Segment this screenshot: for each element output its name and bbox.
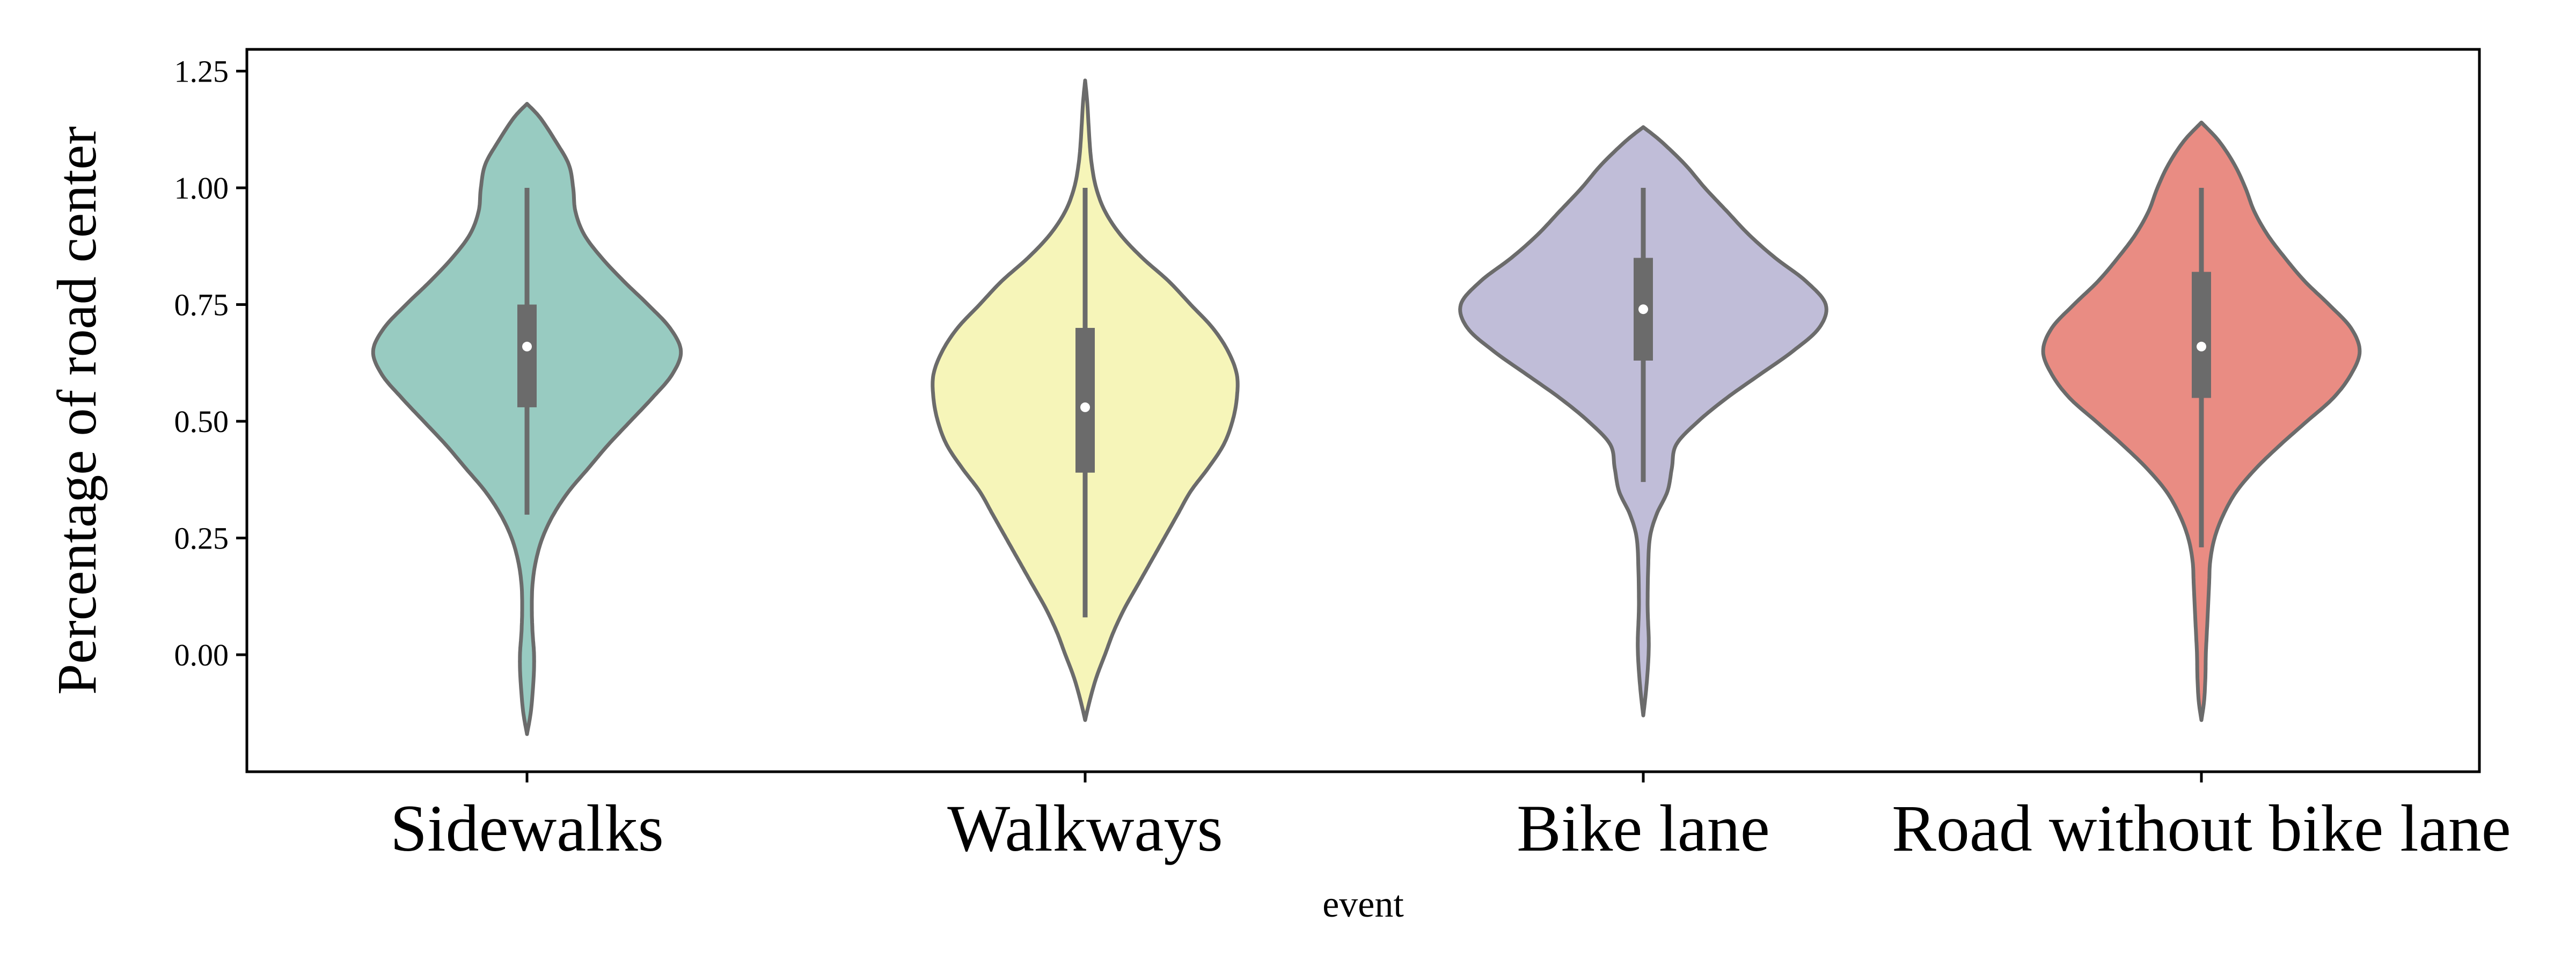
y-tick-label: 1.00 <box>174 171 229 206</box>
violin-walkways <box>931 78 1240 722</box>
y-tick-label: 0.25 <box>174 521 229 556</box>
plot-frame <box>245 48 2481 773</box>
x-axis: Sidewalks Walkways Bike lane Road without b… <box>390 772 2511 865</box>
y-tick-label: 0.50 <box>174 404 229 439</box>
violin-median-point <box>1638 304 1648 314</box>
y-axis: 0.00 0.25 0.50 0.75 1.00 1.25 <box>174 54 247 672</box>
violin-iqr-box <box>1075 328 1095 473</box>
violins-layer <box>371 78 2362 736</box>
y-tick-label: 0.00 <box>174 638 229 672</box>
x-category-label: Walkways <box>947 792 1223 865</box>
x-axis-title: event <box>1322 884 1404 925</box>
x-category-label: Sidewalks <box>390 792 664 865</box>
y-tick-label: 0.75 <box>174 288 229 323</box>
violin-sidewalks <box>371 101 683 736</box>
violin-median-point <box>1080 402 1090 412</box>
violin-median-point <box>2197 341 2206 352</box>
violin-iqr-box <box>517 304 537 407</box>
violin-bike-lane <box>1458 125 1828 718</box>
violin-median-point <box>522 341 532 352</box>
y-axis-title: Percentage of road center <box>46 126 108 695</box>
violin-road-without-bike-lane <box>2041 120 2362 722</box>
x-category-label: Bike lane <box>1517 792 1770 865</box>
violin-iqr-box <box>2192 272 2211 398</box>
y-tick-label: 1.25 <box>174 54 229 89</box>
x-category-label: Road without bike lane <box>1892 792 2511 865</box>
